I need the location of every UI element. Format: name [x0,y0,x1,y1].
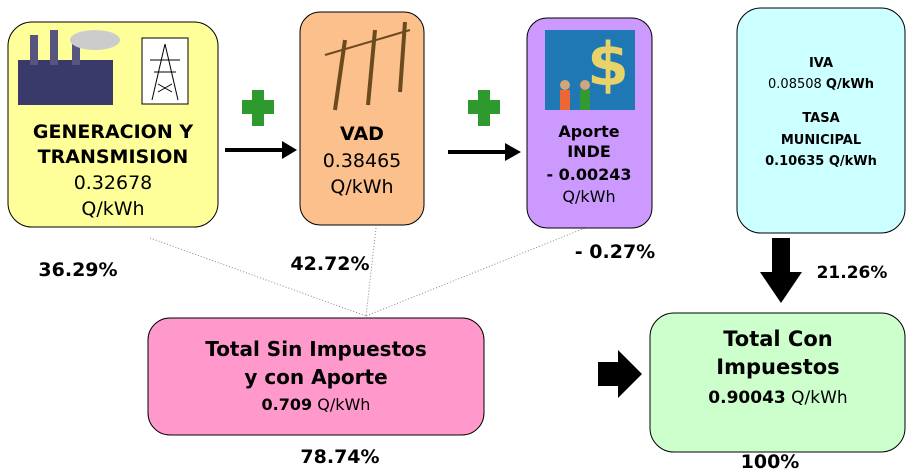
plus-sign [468,90,500,126]
connectors [150,226,590,316]
node-value: 0.38465 [323,150,402,172]
node-unit: Q/kWh [317,395,370,414]
tower-frame [142,38,188,104]
people-icon: $ [545,30,635,110]
node-label: INDE [567,142,611,161]
diagram: $ GENERACION Y TRANSMISION 0.32678 Q/kWh… [0,0,911,474]
node-label: Aporte [558,122,619,141]
node-percent: 78.74% [300,446,379,468]
node-value: 0.08508 [768,77,822,92]
node-value: 0.90043 [708,388,785,408]
node-percent: 42.72% [290,253,369,275]
connector [150,238,366,316]
chimney [50,30,58,65]
node-label: GENERACION Y [33,121,193,143]
person [580,90,590,110]
node-value: 0.709 [262,395,313,414]
dollar-sign: $ [587,30,629,100]
smoke [70,30,120,50]
node-unit: Q/kWh [81,198,144,220]
page: {"nodes": [ {"lines": ["GENERACION Y", "… [0,0,911,474]
node-value-line: 0.08508 Q/kWh [768,77,874,92]
plus-sign [242,90,274,126]
node-label: TASA [802,111,839,126]
node-unit: Q/kWh [330,176,393,198]
arrow-down [760,238,802,303]
node-label: TRANSMISION [38,146,189,168]
node-percent: 100% [741,451,800,473]
node-label: MUNICIPAL [781,133,861,148]
node-value-line: 0.709 Q/kWh [262,395,371,414]
node-unit: Q/kWh [791,388,848,408]
node-value: 0.32678 [74,172,153,194]
node-value: - 0.00243 [546,165,631,184]
node-unit: Q/kWh [826,77,874,92]
node-percent: 21.26% [817,263,888,283]
chimney [30,35,38,65]
factory-body [18,60,113,105]
node-label: IVA [809,56,833,71]
node-label: VAD [340,123,384,145]
person [560,90,570,110]
node-value-line: 0.90043 Q/kWh [708,388,847,408]
node-value: 0.10635 Q/kWh [765,154,877,169]
arrow [225,141,297,159]
person [580,80,590,90]
node-percent: - 0.27% [575,241,655,263]
node-label: y con Aporte [244,365,387,389]
tower-icon [142,38,188,104]
arrow [448,143,521,161]
person [560,80,570,90]
node-label: Impuestos [716,355,839,379]
arrow-big [598,350,642,398]
node-unit: Q/kWh [562,187,615,206]
connector [366,226,590,316]
node-label: Total Con [723,327,832,351]
node-label: Total Sin Impuestos [205,337,427,361]
node-percent: 36.29% [38,259,117,281]
